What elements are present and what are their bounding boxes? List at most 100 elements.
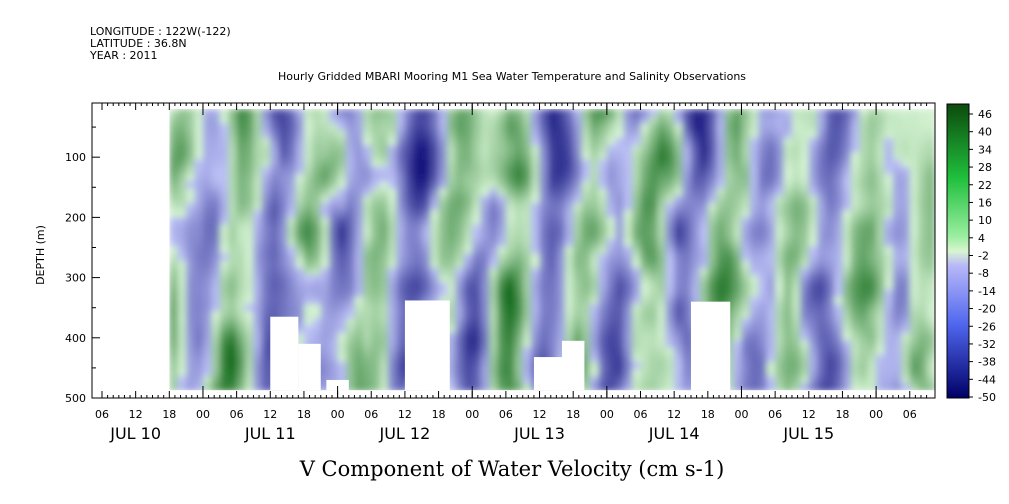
velocity-cell bbox=[253, 239, 263, 248]
velocity-cell bbox=[749, 369, 760, 378]
velocity-cell bbox=[690, 217, 701, 226]
velocity-cell bbox=[758, 289, 768, 298]
velocity-cell bbox=[581, 195, 591, 204]
velocity-cell bbox=[775, 340, 785, 349]
velocity-cell bbox=[472, 376, 482, 385]
velocity-cell bbox=[884, 109, 894, 118]
velocity-cell bbox=[606, 195, 617, 204]
velocity-cell bbox=[682, 296, 692, 305]
velocity-cell bbox=[346, 361, 356, 370]
velocity-cell bbox=[850, 275, 861, 284]
velocity-cell bbox=[489, 318, 499, 327]
velocity-cell bbox=[825, 109, 835, 118]
velocity-cell bbox=[446, 137, 457, 146]
velocity-cell bbox=[573, 217, 583, 226]
velocity-cell bbox=[926, 159, 935, 168]
velocity-cell bbox=[455, 282, 465, 291]
velocity-cell bbox=[909, 267, 919, 276]
velocity-cell bbox=[194, 188, 204, 197]
velocity-cell bbox=[808, 347, 819, 356]
velocity-cell bbox=[379, 383, 389, 392]
velocity-cell bbox=[362, 369, 373, 378]
velocity-cell bbox=[261, 166, 272, 175]
velocity-cell bbox=[388, 195, 398, 204]
velocity-cell bbox=[850, 174, 861, 183]
velocity-cell bbox=[657, 383, 667, 392]
velocity-cell bbox=[834, 361, 844, 370]
velocity-cell bbox=[438, 130, 448, 139]
velocity-cell bbox=[446, 361, 457, 370]
velocity-cell bbox=[867, 174, 877, 183]
velocity-cell bbox=[867, 354, 877, 363]
velocity-cell bbox=[724, 137, 734, 146]
velocity-cell bbox=[657, 369, 667, 378]
velocity-cell bbox=[733, 246, 743, 255]
velocity-cell bbox=[556, 340, 566, 349]
velocity-cell bbox=[202, 123, 213, 132]
velocity-cell bbox=[825, 354, 835, 363]
velocity-cell bbox=[270, 246, 280, 255]
velocity-cell bbox=[606, 325, 617, 334]
velocity-cell bbox=[362, 347, 373, 356]
velocity-cell bbox=[640, 332, 650, 342]
velocity-cell bbox=[211, 383, 221, 392]
velocity-cell bbox=[346, 267, 356, 276]
velocity-cell bbox=[312, 239, 322, 248]
velocity-cell bbox=[690, 195, 701, 204]
velocity-cell bbox=[859, 325, 869, 334]
velocity-cell bbox=[590, 188, 600, 197]
velocity-cell bbox=[859, 174, 869, 183]
velocity-cell bbox=[295, 159, 305, 168]
velocity-cell bbox=[514, 239, 524, 248]
velocity-cell bbox=[892, 267, 903, 276]
velocity-cell bbox=[228, 202, 238, 211]
velocity-cell bbox=[219, 181, 230, 190]
velocity-cell bbox=[623, 267, 633, 276]
velocity-cell bbox=[657, 123, 667, 132]
velocity-cell bbox=[396, 246, 406, 255]
velocity-cell bbox=[211, 340, 221, 349]
velocity-cell bbox=[640, 267, 650, 276]
velocity-cell bbox=[632, 217, 642, 226]
velocity-cell bbox=[640, 296, 650, 305]
velocity-cell bbox=[253, 231, 263, 240]
velocity-cell bbox=[842, 159, 852, 168]
velocity-cell bbox=[892, 325, 903, 334]
velocity-cell bbox=[320, 296, 330, 305]
velocity-cell bbox=[632, 130, 642, 139]
velocity-cell bbox=[926, 116, 935, 125]
velocity-cell bbox=[590, 318, 600, 327]
velocity-cell bbox=[749, 361, 760, 370]
velocity-cell bbox=[505, 318, 516, 327]
velocity-cell bbox=[497, 246, 507, 255]
velocity-cell bbox=[354, 217, 364, 226]
velocity-cell bbox=[354, 376, 364, 385]
velocity-cell bbox=[480, 267, 490, 276]
velocity-cell bbox=[354, 109, 364, 118]
velocity-cell bbox=[169, 383, 179, 392]
velocity-cell bbox=[716, 137, 726, 146]
velocity-cell bbox=[775, 253, 785, 262]
velocity-cell bbox=[539, 347, 549, 356]
velocity-cell bbox=[749, 166, 760, 175]
velocity-cell bbox=[547, 195, 558, 204]
velocity-cell bbox=[194, 347, 204, 356]
velocity-cell bbox=[531, 325, 541, 334]
velocity-cell bbox=[362, 332, 373, 342]
velocity-cell bbox=[758, 152, 768, 161]
velocity-cell bbox=[480, 181, 490, 190]
x-tick-label: 12 bbox=[802, 408, 816, 421]
velocity-cell bbox=[202, 195, 213, 204]
velocity-cell bbox=[287, 188, 297, 197]
velocity-cell bbox=[783, 195, 793, 204]
velocity-cell bbox=[741, 109, 751, 118]
velocity-cell bbox=[876, 174, 886, 183]
velocity-cell bbox=[926, 383, 935, 392]
velocity-cell bbox=[202, 253, 213, 262]
velocity-cell bbox=[716, 145, 726, 154]
colorbar-tick-label: -2 bbox=[978, 250, 989, 263]
velocity-cell bbox=[775, 296, 785, 305]
velocity-cell bbox=[270, 253, 280, 262]
velocity-cell bbox=[186, 145, 196, 154]
velocity-cell bbox=[346, 195, 356, 204]
